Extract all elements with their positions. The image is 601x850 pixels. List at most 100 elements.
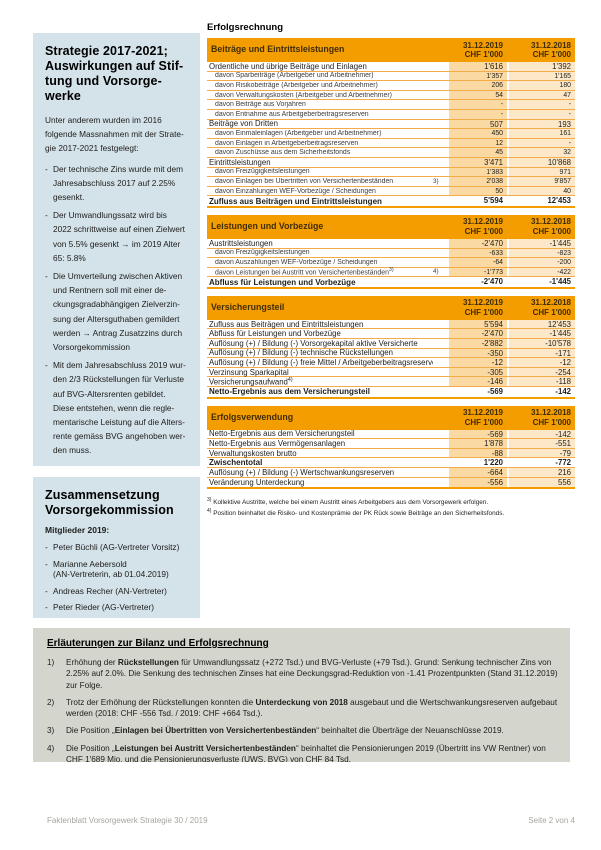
value-2018: -254 — [507, 367, 575, 377]
note-item: 4) Die Position „Leistungen bei Austritt … — [47, 743, 558, 762]
row-label: Austrittsleistungen — [209, 238, 273, 248]
row-label: davon Verwaltungskosten (Arbeitgeber und… — [215, 91, 392, 99]
value-2018: 12'453 — [507, 319, 575, 329]
value-2018: -142 — [507, 429, 575, 439]
table-section-title: Leistungen und Vorbezüge — [211, 221, 324, 232]
kommission-box: Zusammensetzung Vorsorgekommission Mitgl… — [33, 477, 200, 618]
note-number: 3) — [47, 726, 55, 736]
value-2018: 10'868 — [507, 157, 575, 167]
value-2019: 5'594 — [449, 196, 507, 206]
table-row: davon Freizügigkeitsleistungen 1'383 971 — [207, 167, 575, 178]
bullet-dash: - — [45, 360, 48, 371]
table-row: davon Einlagen bei Übertritten von Versi… — [207, 177, 575, 187]
table-row: davon Risikobeiträge (Arbeitgeber und Ar… — [207, 81, 575, 91]
bullet-dash: - — [45, 602, 48, 612]
strategie-bullet-item: - Der Umwandlungssatz wird bis 2022 schri… — [45, 208, 190, 265]
bullet-dash: - — [45, 585, 48, 596]
value-2019: -146 — [449, 377, 507, 386]
value-2019: 45 — [449, 148, 507, 157]
row-label: davon Zuschüsse aus dem Sicherheitsfonds — [215, 149, 351, 157]
value-2019: -64 — [449, 258, 507, 267]
fin-table: Versicherungsteil 31.12.2019 CHF 1'000 31.1… — [207, 295, 575, 399]
column-date-2018: 31.12.2018 — [530, 408, 571, 418]
row-label: davon Freizügigkeitsleistungen — [215, 168, 310, 176]
value-2018: - — [507, 138, 575, 148]
column-unit-2019: CHF 1'000 — [464, 50, 503, 59]
value-2019: 54 — [449, 90, 507, 100]
table-header: Erfolgsverwendung 31.12.2019 CHF 1'000 31.1… — [207, 405, 575, 430]
erfolgsrechnung-report: Erfolgsrechnung Beiträge und Eintrittsle… — [207, 22, 575, 518]
value-2019: -556 — [449, 477, 507, 488]
column-unit-2019: CHF 1'000 — [464, 417, 503, 427]
note-text: Trotz der Erhöhung der Rückstellungen ko… — [66, 697, 558, 719]
table-row: Auflösung (+) / Bildung (-) freie Mittel… — [207, 358, 575, 368]
row-label: Zwischentotal — [209, 458, 263, 468]
value-2019: 450 — [449, 129, 507, 138]
row-label: Beiträge von Dritten — [209, 119, 278, 129]
value-2018: 12'453 — [507, 196, 575, 206]
column-header-2018: 31.12.2018 CHF 1'000 — [507, 298, 575, 317]
value-2018: 40 — [507, 186, 575, 196]
table-footnote: 4) Position beinhaltet die Risiko- und K… — [207, 508, 505, 518]
row-label: davon Leistungen bei Austritt von Versic… — [215, 267, 394, 277]
value-2018: -10'578 — [507, 339, 575, 348]
erlaeuterungen-title: Erläuterungen zur Bilanz und Erfolgsrech… — [47, 638, 269, 649]
column-date-2019: 31.12.2019 — [462, 408, 503, 418]
value-2018: -200 — [507, 258, 575, 267]
bullet-dash: - — [45, 163, 48, 174]
value-2018: 9'857 — [507, 177, 575, 186]
row-label: Verwaltungskosten brutto — [209, 448, 297, 458]
value-2018: -1'445 — [507, 238, 575, 248]
row-label: davon Entnahme aus Arbeitgeberbeitragsre… — [215, 110, 369, 118]
table-row: davon Zuschüsse aus dem Sicherheitsfonds… — [207, 148, 575, 158]
value-2019: 12 — [449, 138, 507, 148]
strategie-bullet-text: Der Umwandlungssatz wird bis 2022 schrit… — [53, 210, 185, 263]
footnote-marker: 3) — [207, 497, 212, 504]
value-2018: -823 — [507, 248, 575, 258]
table-footnote: 3) Kollektive Austritte, welche bei eine… — [207, 497, 489, 507]
bullet-dash: - — [45, 271, 48, 282]
table-row: Veränderung Unterdeckung -556 556 — [207, 477, 575, 488]
value-2018: 180 — [507, 81, 575, 90]
value-2018: 161 — [507, 129, 575, 138]
row-label: Auflösung (+) / Bildung (-) Wertschwanku… — [209, 467, 395, 477]
bullet-dash: - — [45, 542, 48, 552]
column-date-2019: 31.12.2019 — [462, 217, 503, 227]
fin-table: Erfolgsverwendung 31.12.2019 CHF 1'000 31.1… — [207, 405, 575, 490]
value-2019: -2'470 — [449, 277, 507, 287]
strategie-bullet-list: - Der technische Zins wurde mit dem Jahre… — [45, 162, 190, 458]
row-label: davon Beiträge aus Vorjahren — [215, 101, 306, 109]
table-row: Netto-Ergebnis aus dem Versicherungsteil… — [207, 387, 575, 397]
kommission-member-text: Andreas Recher (AN-Vertreter) — [53, 585, 167, 596]
table-header: Beiträge und Eintrittsleistungen 31.12.20… — [207, 38, 575, 62]
column-header-2019: 31.12.2019 CHF 1'000 — [449, 41, 507, 60]
column-header-2019: 31.12.2019 CHF 1'000 — [449, 217, 507, 236]
column-header-2019: 31.12.2019 CHF 1'000 — [449, 408, 507, 427]
value-2018: -1'445 — [507, 329, 575, 338]
table-row: davon Sparbeiträge (Arbeitgeber und Arbe… — [207, 71, 575, 82]
value-2019: 1'878 — [449, 439, 507, 448]
column-date-2018: 31.12.2018 — [530, 217, 571, 227]
kommission-member-item: - Peter Büchli (AG-Vertreter Vorsitz) — [45, 542, 190, 553]
erlaeuterungen-list: 1) Erhöhung der Rückstellungen für Umwand… — [47, 657, 558, 762]
footer-page-number: Seite 2 von 4 — [528, 816, 575, 825]
kommission-subtitle: Mitglieder 2019: — [45, 525, 110, 535]
table-section-title: Erfolgsverwendung — [211, 411, 294, 422]
column-unit-2019: CHF 1'000 — [464, 226, 503, 236]
value-2019: 1'357 — [449, 71, 507, 81]
value-2019: -350 — [449, 348, 507, 358]
financial-tables: Beiträge und Eintrittsleistungen 31.12.20… — [207, 38, 575, 490]
erlaeuterungen-box: Erläuterungen zur Bilanz und Erfolgsrech… — [33, 628, 570, 762]
table-row: Verwaltungskosten brutto -88 -79 — [207, 449, 575, 459]
strategie-bullet-item: - Der technische Zins wurde mit dem Jahre… — [45, 162, 190, 205]
table-row: Ordentliche und übrige Beiträge und Einl… — [207, 62, 575, 72]
footnote-ref: 4) — [287, 376, 293, 383]
table-row: Zufluss aus Beiträgen und Eintrittsleist… — [207, 196, 575, 206]
value-2018: -12 — [507, 358, 575, 367]
table-row: davon Entnahme aus Arbeitgeberbeitragsre… — [207, 109, 575, 120]
column-date-2019: 31.12.2019 — [462, 298, 503, 308]
value-2018: -118 — [507, 377, 575, 386]
value-2019: 1'220 — [449, 458, 507, 467]
table-row: Auflösung (+) / Bildung (-) Vorsorgekapi… — [207, 339, 575, 349]
value-2019: 507 — [449, 119, 507, 129]
